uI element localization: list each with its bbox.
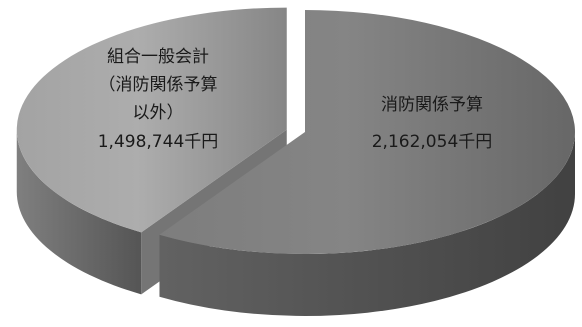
pie-slices bbox=[16, 7, 576, 316]
data-label-category: 消防関係予算 bbox=[381, 95, 483, 115]
pie-slice-side bbox=[159, 132, 575, 316]
pie-slice-top bbox=[16, 7, 287, 233]
data-label-category: 組合一般会計（消防関係予算以外） bbox=[99, 47, 218, 123]
pie-slice-side bbox=[16, 129, 142, 295]
data-label-value: 2,162,054千円 bbox=[372, 132, 493, 152]
pie-slice-top bbox=[159, 10, 576, 255]
pie-slice bbox=[159, 10, 576, 316]
data-label-value: 1,498,744千円 bbox=[98, 132, 219, 152]
data-labels: 消防関係予算 2,162,054千円 組合一般会計（消防関係予算以外） 1,498,7… bbox=[98, 47, 493, 152]
